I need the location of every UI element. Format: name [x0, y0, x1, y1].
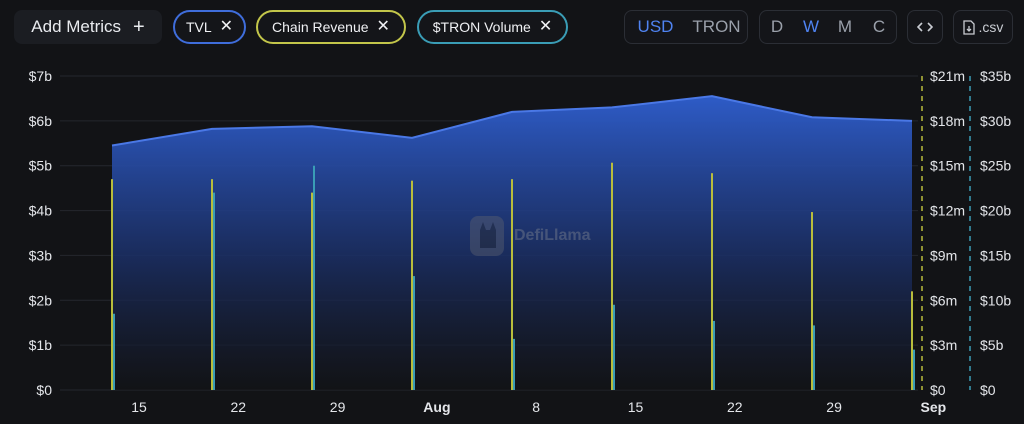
llama-logo-icon [470, 216, 504, 256]
close-icon[interactable]: ✕ [219, 18, 234, 35]
tron-volume-bar [513, 338, 515, 390]
tron-volume-bar [313, 165, 315, 390]
y-tick-label-revenue: $21m [930, 68, 965, 84]
x-tick-label: 22 [727, 399, 743, 415]
y-tick-label-left: $1b [29, 337, 53, 353]
y-tick-label-revenue: $0 [930, 382, 946, 398]
y-tick-label-volume: $5b [980, 337, 1004, 353]
csv-label: .csv [978, 19, 1004, 35]
y-tick-label-volume: $0 [980, 382, 996, 398]
x-tick-label: Sep [921, 399, 947, 415]
period-option-c[interactable]: C [872, 17, 886, 36]
metric-chip-tron-volume[interactable]: $TRON Volume ✕ [417, 10, 568, 44]
close-icon[interactable]: ✕ [538, 18, 553, 35]
metric-chip-label: TVL [185, 19, 212, 35]
download-csv-button[interactable]: .csv [953, 10, 1013, 44]
code-icon [917, 22, 933, 32]
toolbar: Add Metrics + TVL ✕ Chain Revenue ✕ $TRO… [0, 0, 1024, 56]
currency-option-tron[interactable]: TRON [692, 17, 741, 36]
y-tick-label-revenue: $3m [930, 337, 957, 353]
tron-volume-bar [813, 325, 815, 390]
plus-icon: + [133, 16, 145, 38]
y-tick-label-revenue: $18m [930, 113, 965, 129]
watermark: DefiLlama [468, 214, 590, 258]
period-option-m[interactable]: M [837, 17, 853, 36]
tron-volume-bar [913, 349, 915, 390]
chain-revenue-bar [711, 173, 713, 390]
tron-volume-bar [413, 276, 415, 390]
y-tick-label-left: $4b [29, 203, 53, 219]
chain-revenue-bar [111, 179, 113, 390]
chain-revenue-bar [311, 192, 313, 390]
x-tick-label: Aug [423, 399, 450, 415]
y-tick-label-volume: $25b [980, 158, 1011, 174]
y-tick-label-left: $0 [36, 382, 52, 398]
tron-volume-bar [713, 320, 715, 390]
y-tick-label-left: $3b [29, 247, 53, 263]
x-tick-label: 8 [532, 399, 540, 415]
x-tick-label: 29 [330, 399, 346, 415]
file-download-icon [962, 19, 975, 35]
tron-volume-bar [613, 304, 615, 390]
period-toggle: D W M C [759, 10, 897, 44]
y-tick-label-left: $6b [29, 113, 53, 129]
metric-chip-label: Chain Revenue [272, 19, 369, 35]
tvl-line [111, 95, 913, 147]
period-option-w[interactable]: W [802, 17, 820, 36]
chain-revenue-bar [511, 179, 513, 390]
chain-revenue-bar [211, 179, 213, 390]
watermark-text: DefiLlama [514, 227, 591, 244]
period-option-d[interactable]: D [770, 17, 784, 36]
x-tick-label: 15 [628, 399, 644, 415]
x-tick-label: 15 [131, 399, 147, 415]
y-tick-label-volume: $35b [980, 68, 1011, 84]
y-tick-label-revenue: $15m [930, 158, 965, 174]
y-tick-label-left: $5b [29, 158, 53, 174]
chain-revenue-bar [611, 162, 613, 390]
currency-option-usd[interactable]: USD [637, 17, 674, 36]
add-metrics-label: Add Metrics [31, 17, 122, 36]
chain-revenue-bar [811, 212, 813, 390]
tron-volume-bar [213, 192, 215, 390]
currency-toggle: USD TRON [624, 10, 748, 44]
metric-chip-label: $TRON Volume [432, 19, 531, 35]
y-tick-label-revenue: $12m [930, 203, 965, 219]
y-tick-label-left: $7b [29, 68, 53, 84]
y-tick-label-volume: $20b [980, 203, 1011, 219]
y-tick-label-left: $2b [29, 292, 53, 308]
y-tick-label-revenue: $6m [930, 292, 957, 308]
tron-volume-bar [113, 313, 115, 390]
metric-chip-tvl[interactable]: TVL ✕ [173, 10, 246, 44]
x-tick-label: 22 [231, 399, 247, 415]
add-metrics-button[interactable]: Add Metrics + [14, 10, 162, 44]
chart-area: $0 $1b $2b $3b $4b $5b $6b $7b $0 $3m $6m $9m $12m $1… [29, 68, 1012, 415]
embed-button[interactable] [907, 10, 943, 44]
chain-revenue-bar [411, 180, 413, 390]
y-tick-label-volume: $15b [980, 247, 1011, 263]
metric-chip-chain-revenue[interactable]: Chain Revenue ✕ [256, 10, 406, 44]
x-tick-label: 29 [826, 399, 842, 415]
y-tick-label-volume: $10b [980, 292, 1011, 308]
close-icon[interactable]: ✕ [376, 18, 390, 35]
y-tick-label-volume: $30b [980, 113, 1011, 129]
chain-revenue-bar [911, 291, 913, 390]
y-tick-label-revenue: $9m [930, 247, 957, 263]
